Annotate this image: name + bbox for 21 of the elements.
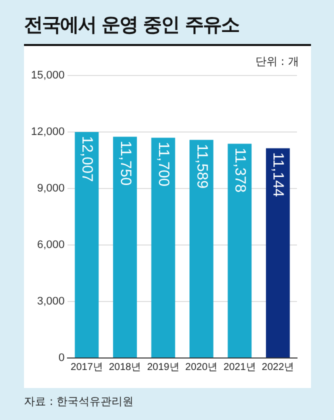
y-tick-label: 0 (58, 352, 65, 364)
text: 단위 : 개 (255, 54, 299, 69)
data-label: 11,378 (232, 148, 249, 193)
x-tick-label: 2017년 (70, 362, 103, 373)
x-tick-label: 2021년 (224, 362, 256, 373)
y-tick-label: 9,000 (37, 182, 65, 195)
data-label: 11,750 (116, 140, 134, 186)
chart-title: 전국에서 운영 중인 주유소 (24, 13, 239, 38)
x-tick-label: 2020년 (185, 362, 218, 373)
x-tick-label: 2018년 (108, 362, 142, 373)
y-tick-label: 15,000 (30, 70, 65, 82)
data-label: 11,144 (270, 152, 287, 197)
y-tick-label: 3,000 (37, 296, 65, 308)
y-tick-label: 6,000 (37, 239, 65, 252)
data-label: 11,589 (193, 144, 210, 189)
x-tick-label: 2019년 (147, 362, 180, 373)
x-tick-label: 2022년 (262, 362, 294, 373)
y-tick-label: 12,000 (30, 126, 65, 138)
data-label: 11,700 (155, 142, 172, 186)
text: 자료 : 한국석유관리원 (24, 394, 134, 409)
data-label: 12,007 (78, 136, 96, 182)
